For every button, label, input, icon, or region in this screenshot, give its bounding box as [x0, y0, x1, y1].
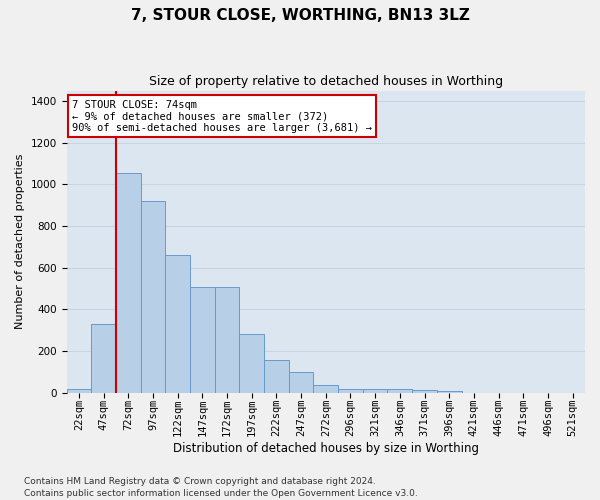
- Bar: [437, 390, 461, 392]
- Text: 7, STOUR CLOSE, WORTHING, BN13 3LZ: 7, STOUR CLOSE, WORTHING, BN13 3LZ: [131, 8, 469, 22]
- Bar: [116, 173, 140, 392]
- Bar: [412, 390, 437, 392]
- Bar: [67, 388, 91, 392]
- Bar: [363, 388, 388, 392]
- Text: 7 STOUR CLOSE: 74sqm
← 9% of detached houses are smaller (372)
90% of semi-detac: 7 STOUR CLOSE: 74sqm ← 9% of detached ho…: [72, 100, 372, 133]
- Bar: [239, 334, 264, 392]
- Y-axis label: Number of detached properties: Number of detached properties: [15, 154, 25, 330]
- Bar: [289, 372, 313, 392]
- Bar: [190, 288, 215, 393]
- Bar: [140, 201, 165, 392]
- Bar: [338, 388, 363, 392]
- X-axis label: Distribution of detached houses by size in Worthing: Distribution of detached houses by size …: [173, 442, 479, 455]
- Text: Contains HM Land Registry data © Crown copyright and database right 2024.
Contai: Contains HM Land Registry data © Crown c…: [24, 476, 418, 498]
- Bar: [388, 388, 412, 392]
- Bar: [264, 360, 289, 392]
- Bar: [215, 288, 239, 393]
- Bar: [165, 255, 190, 392]
- Bar: [91, 324, 116, 392]
- Title: Size of property relative to detached houses in Worthing: Size of property relative to detached ho…: [149, 75, 503, 88]
- Bar: [313, 386, 338, 392]
